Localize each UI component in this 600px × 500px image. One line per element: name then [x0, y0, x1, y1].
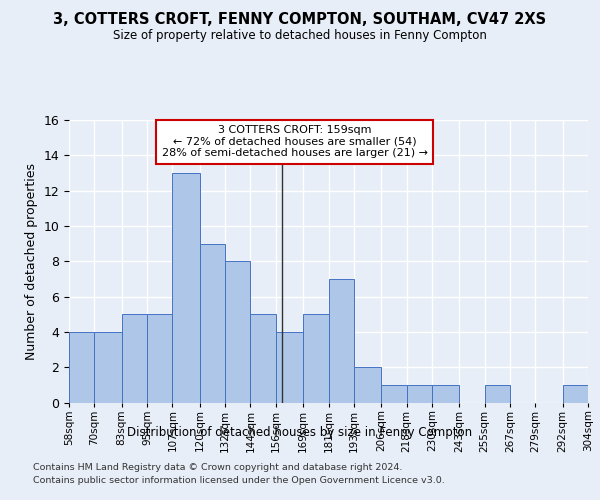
- Text: 3, COTTERS CROFT, FENNY COMPTON, SOUTHAM, CV47 2XS: 3, COTTERS CROFT, FENNY COMPTON, SOUTHAM…: [53, 12, 547, 28]
- Bar: [69, 332, 94, 402]
- Bar: [122, 314, 147, 402]
- Text: Contains HM Land Registry data © Crown copyright and database right 2024.: Contains HM Land Registry data © Crown c…: [33, 462, 403, 471]
- Bar: [172, 173, 200, 402]
- Text: Contains public sector information licensed under the Open Government Licence v3: Contains public sector information licen…: [33, 476, 445, 485]
- Bar: [276, 332, 303, 402]
- Text: Size of property relative to detached houses in Fenny Compton: Size of property relative to detached ho…: [113, 29, 487, 42]
- Bar: [485, 385, 510, 402]
- Bar: [432, 385, 460, 402]
- Bar: [354, 367, 381, 402]
- Bar: [381, 385, 407, 402]
- Bar: [94, 332, 122, 402]
- Text: Distribution of detached houses by size in Fenny Compton: Distribution of detached houses by size …: [127, 426, 473, 439]
- Bar: [200, 244, 225, 402]
- Bar: [563, 385, 588, 402]
- Bar: [225, 261, 250, 402]
- Text: 3 COTTERS CROFT: 159sqm
← 72% of detached houses are smaller (54)
28% of semi-de: 3 COTTERS CROFT: 159sqm ← 72% of detache…: [162, 126, 428, 158]
- Y-axis label: Number of detached properties: Number of detached properties: [25, 163, 38, 360]
- Bar: [147, 314, 172, 402]
- Bar: [407, 385, 432, 402]
- Bar: [329, 279, 354, 402]
- Bar: [250, 314, 276, 402]
- Bar: [303, 314, 329, 402]
